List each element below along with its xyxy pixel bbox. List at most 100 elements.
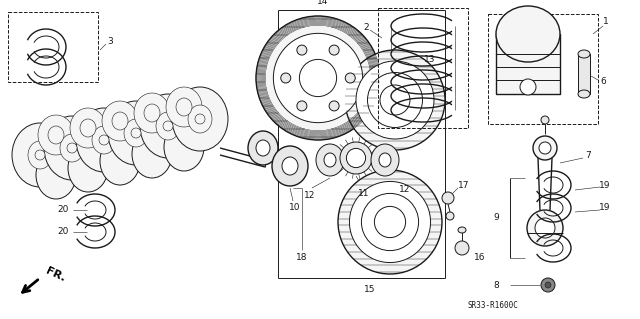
Circle shape — [329, 45, 339, 55]
Circle shape — [541, 278, 555, 292]
Circle shape — [163, 121, 173, 131]
Circle shape — [345, 73, 355, 83]
Circle shape — [455, 241, 469, 255]
Circle shape — [195, 114, 205, 124]
Circle shape — [446, 212, 454, 220]
Text: 16: 16 — [474, 254, 486, 263]
Ellipse shape — [124, 119, 148, 147]
Ellipse shape — [92, 126, 116, 154]
Text: 9: 9 — [493, 213, 499, 222]
Ellipse shape — [496, 6, 560, 62]
Ellipse shape — [324, 153, 336, 167]
Ellipse shape — [176, 98, 192, 116]
Circle shape — [527, 210, 563, 246]
Ellipse shape — [379, 153, 391, 167]
Circle shape — [346, 148, 365, 167]
Ellipse shape — [134, 93, 170, 133]
Ellipse shape — [164, 123, 204, 171]
Ellipse shape — [282, 157, 298, 175]
Ellipse shape — [256, 140, 270, 156]
Circle shape — [300, 59, 337, 97]
Text: 19: 19 — [599, 204, 611, 212]
Text: 14: 14 — [317, 0, 329, 6]
Ellipse shape — [80, 119, 96, 137]
Circle shape — [541, 116, 549, 124]
Circle shape — [345, 50, 445, 150]
Ellipse shape — [144, 104, 160, 122]
Ellipse shape — [44, 116, 100, 180]
Text: 6: 6 — [600, 78, 606, 86]
Circle shape — [256, 16, 380, 140]
Text: 12: 12 — [304, 190, 316, 199]
Circle shape — [340, 142, 372, 174]
Circle shape — [297, 45, 307, 55]
Bar — [488, 14, 598, 124]
Text: 19: 19 — [599, 181, 611, 189]
Circle shape — [533, 136, 557, 160]
Ellipse shape — [248, 131, 278, 165]
Text: 2: 2 — [363, 24, 369, 33]
Ellipse shape — [48, 126, 64, 144]
Bar — [378, 8, 468, 128]
Circle shape — [380, 85, 410, 115]
Circle shape — [356, 61, 434, 139]
Circle shape — [535, 218, 555, 238]
Text: 3: 3 — [107, 38, 113, 47]
Circle shape — [329, 101, 339, 111]
Text: 20: 20 — [58, 227, 68, 236]
Circle shape — [35, 150, 45, 160]
Circle shape — [367, 72, 422, 128]
Text: 20: 20 — [58, 205, 68, 214]
Bar — [496, 34, 560, 94]
Ellipse shape — [38, 115, 74, 155]
Circle shape — [349, 182, 431, 263]
Ellipse shape — [371, 144, 399, 176]
Text: 7: 7 — [585, 152, 591, 160]
Ellipse shape — [578, 50, 590, 58]
Ellipse shape — [100, 137, 140, 185]
Circle shape — [281, 73, 291, 83]
Ellipse shape — [272, 146, 308, 186]
Circle shape — [338, 170, 442, 274]
Ellipse shape — [108, 101, 164, 165]
Text: FR.: FR. — [44, 266, 67, 284]
Ellipse shape — [76, 108, 132, 172]
Circle shape — [539, 142, 551, 154]
Ellipse shape — [70, 108, 106, 148]
Text: 17: 17 — [458, 182, 470, 190]
Ellipse shape — [60, 134, 84, 162]
Text: SR33-R1600C: SR33-R1600C — [468, 300, 519, 309]
Text: 1: 1 — [603, 18, 609, 26]
Circle shape — [520, 79, 536, 95]
Ellipse shape — [166, 87, 202, 127]
Text: 13: 13 — [424, 56, 436, 64]
Ellipse shape — [102, 101, 138, 141]
Text: 11: 11 — [358, 189, 370, 197]
Ellipse shape — [316, 144, 344, 176]
Ellipse shape — [36, 151, 76, 199]
Ellipse shape — [132, 130, 172, 178]
Text: 15: 15 — [364, 286, 376, 294]
Bar — [578, 54, 590, 94]
Ellipse shape — [12, 123, 68, 187]
Ellipse shape — [578, 90, 590, 98]
Text: 18: 18 — [296, 254, 308, 263]
Circle shape — [273, 33, 363, 122]
Circle shape — [374, 206, 406, 238]
Circle shape — [99, 135, 109, 145]
Ellipse shape — [68, 144, 108, 192]
Ellipse shape — [156, 112, 180, 140]
Ellipse shape — [140, 94, 196, 158]
Circle shape — [442, 192, 454, 204]
Bar — [8, 12, 98, 82]
Text: 12: 12 — [399, 186, 411, 195]
Circle shape — [131, 128, 141, 138]
Text: 10: 10 — [289, 204, 301, 212]
Circle shape — [67, 143, 77, 153]
Ellipse shape — [112, 112, 128, 130]
Ellipse shape — [172, 87, 228, 151]
Circle shape — [545, 282, 551, 288]
Circle shape — [362, 193, 419, 251]
Ellipse shape — [28, 141, 52, 169]
Ellipse shape — [458, 227, 466, 233]
